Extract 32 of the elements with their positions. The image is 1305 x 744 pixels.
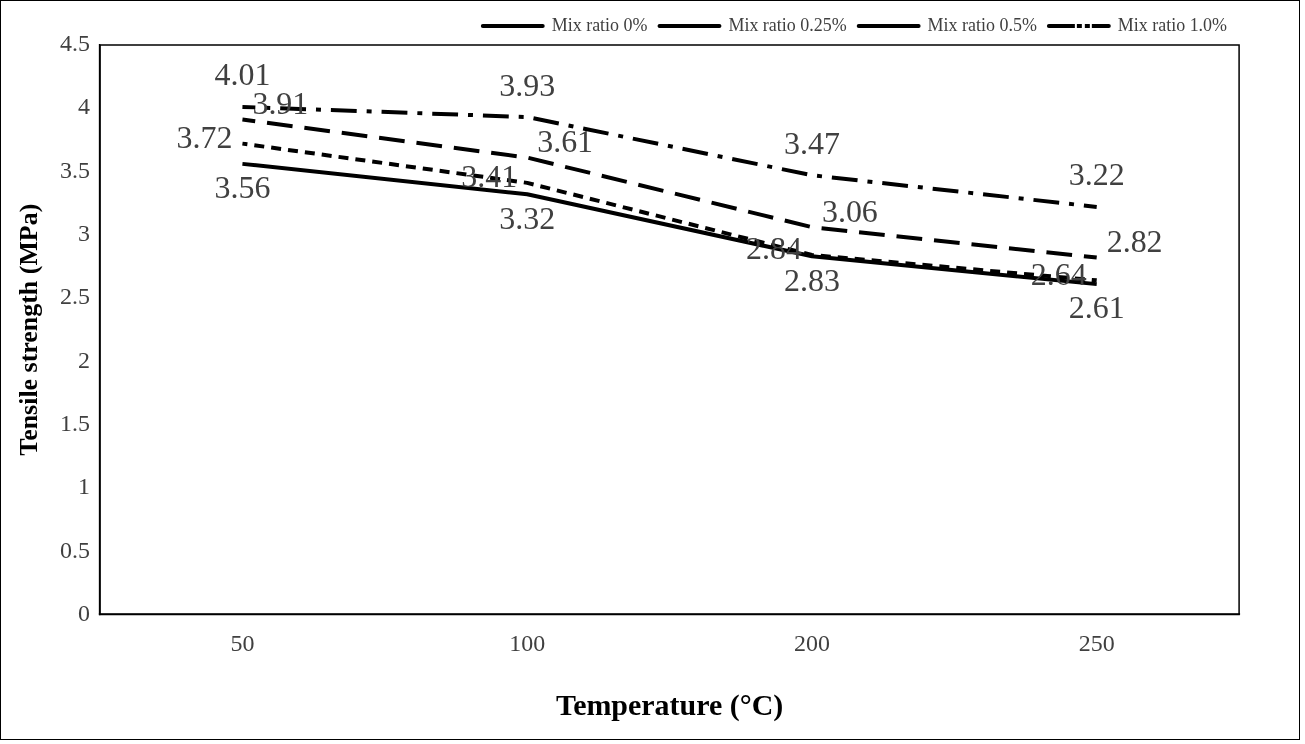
data-label: 3.93 bbox=[499, 67, 556, 103]
legend-label: Mix ratio 0.5% bbox=[927, 14, 1037, 35]
x-tick-label: 50 bbox=[230, 630, 255, 657]
legend-label: Mix ratio 1.0% bbox=[1117, 14, 1228, 35]
y-tick-label: 3.5 bbox=[60, 156, 91, 183]
y-tick-label: 2 bbox=[78, 346, 91, 373]
data-label: 3.47 bbox=[784, 125, 840, 161]
data-label: 3.72 bbox=[176, 120, 233, 156]
y-tick-label: 3 bbox=[78, 220, 91, 247]
data-label: 3.06 bbox=[821, 193, 878, 229]
data-label: 2.82 bbox=[1106, 223, 1163, 259]
data-label: 4.01 bbox=[214, 57, 271, 93]
y-tick-label: 4.5 bbox=[60, 30, 91, 57]
data-label: 3.61 bbox=[537, 123, 594, 159]
y-tick-label: 0 bbox=[78, 599, 91, 626]
x-tick-label: 250 bbox=[1078, 630, 1115, 657]
legend-label: Mix ratio 0.25% bbox=[728, 14, 847, 35]
y-tick-label: 1.5 bbox=[60, 409, 91, 436]
data-label: 3.22 bbox=[1068, 157, 1125, 193]
x-tick-label: 200 bbox=[793, 630, 830, 657]
y-axis-title: Tensile strength (MPa) bbox=[14, 203, 44, 456]
y-tick-label: 0.5 bbox=[60, 536, 91, 563]
y-tick-label: 2.5 bbox=[60, 283, 91, 310]
data-label: 2.61 bbox=[1068, 290, 1125, 326]
data-label: 2.83 bbox=[784, 262, 840, 298]
legend-label: Mix ratio 0% bbox=[551, 14, 648, 35]
x-axis-title: Temperature (°C) bbox=[555, 687, 784, 722]
y-tick-label: 4 bbox=[78, 93, 91, 120]
data-label: 3.32 bbox=[499, 200, 556, 236]
y-tick-label: 1 bbox=[78, 473, 91, 500]
data-label: 3.56 bbox=[214, 170, 271, 206]
x-tick-label: 100 bbox=[509, 630, 546, 657]
